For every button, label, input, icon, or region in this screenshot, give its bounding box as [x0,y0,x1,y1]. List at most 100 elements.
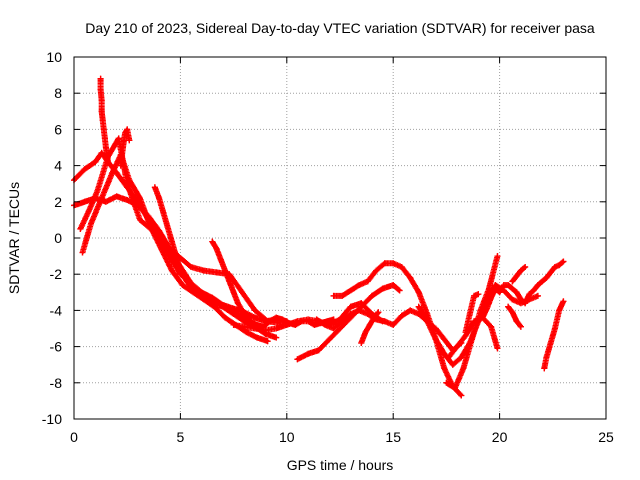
y-tick-label: -10 [42,411,62,427]
data-point [151,184,158,191]
data-point [160,209,167,216]
data-point [81,166,88,173]
data-point [371,314,378,321]
data-point [85,207,92,214]
data-point [462,329,469,336]
data-point [156,227,163,234]
data-point [407,274,414,281]
data-point [330,325,337,332]
data-point [119,144,126,151]
data-point [407,307,414,314]
data-point [241,311,248,318]
data-point [202,292,209,299]
data-point [543,354,550,361]
data-point [273,314,280,321]
data-point [158,245,165,252]
data-point [475,291,482,298]
data-point [99,117,106,124]
data-point [97,75,104,82]
data-point [362,329,369,336]
data-point [368,292,375,299]
data-point [441,365,448,372]
data-point [115,135,122,142]
data-point [315,347,322,354]
data-point [94,187,101,194]
data-point [122,130,129,137]
data-point [396,287,403,294]
data-point [98,97,105,104]
data-point [124,180,131,187]
data-point [468,336,475,343]
data-point [458,354,465,361]
data-point [543,274,550,281]
data-point [124,196,131,203]
data-point [77,225,84,232]
data-point [517,296,524,303]
data-point [230,289,237,296]
data-point [477,307,484,314]
data-point [98,149,105,156]
data-point [196,289,203,296]
data-point [200,267,207,274]
data-point [517,323,524,330]
data-point [390,321,397,328]
data-point [366,321,373,328]
data-point [551,263,558,270]
data-point [509,278,516,285]
data-point [117,162,124,169]
data-point [445,354,452,361]
data-point [273,325,280,332]
y-tick-label: 8 [54,85,62,101]
data-point [100,126,107,133]
data-point [526,291,533,298]
data-point [556,262,563,269]
data-point [398,312,405,319]
data-point [247,318,254,325]
y-tick-label: -8 [50,375,63,391]
data-point [513,318,520,325]
x-tick-label: 0 [70,429,78,445]
data-point [209,296,216,303]
data-point [239,289,246,296]
data-point [454,343,461,350]
data-point [294,356,301,363]
data-point [441,336,448,343]
data-point [241,323,248,330]
series-track-18 [479,258,567,321]
data-point [105,158,112,165]
data-point [294,318,301,325]
data-point [517,267,524,274]
data-point [339,318,346,325]
data-point [398,263,405,270]
data-point [313,316,320,323]
data-point [415,289,422,296]
data-point [251,307,258,314]
data-point [222,314,229,321]
data-point [530,287,537,294]
series-track-15 [443,253,501,392]
data-point [496,289,503,296]
data-point [213,245,220,252]
data-point [81,198,88,205]
y-tick-label: 6 [54,121,62,137]
y-tick-label: 10 [46,49,62,65]
data-point [356,282,363,289]
data-point [98,195,105,202]
x-tick-label: 5 [177,429,185,445]
data-point [432,336,439,343]
data-point [215,300,222,307]
data-point [330,292,337,299]
data-point [113,193,120,200]
data-point [460,365,467,372]
data-point [449,361,456,368]
data-point [373,267,380,274]
data-point [217,256,224,263]
series-track-6 [117,126,133,169]
data-point [305,350,312,357]
data-point [188,263,195,270]
data-point [322,321,329,328]
data-point [79,249,86,256]
data-point [485,285,492,292]
data-point [209,238,216,245]
data-point [466,311,473,318]
